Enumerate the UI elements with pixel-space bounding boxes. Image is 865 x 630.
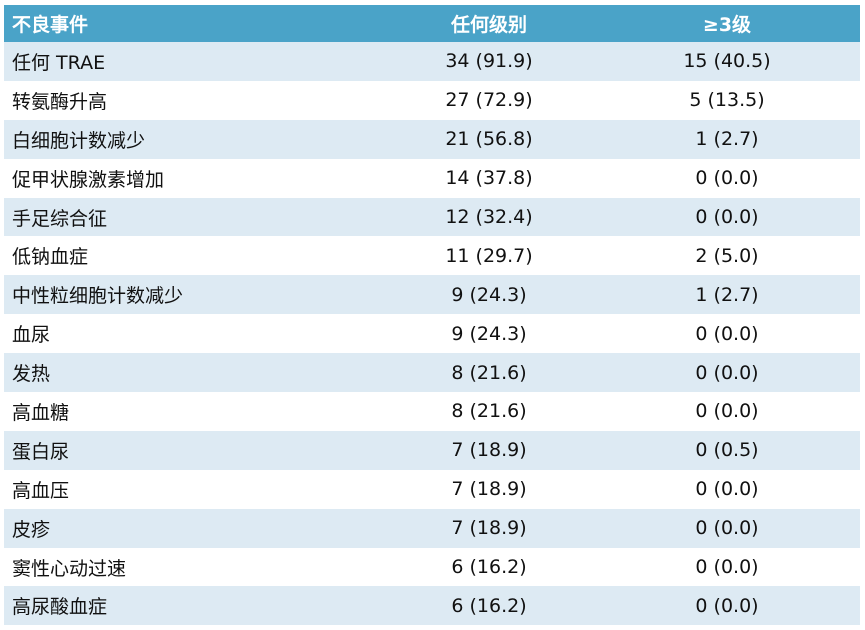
cell-adverse-event: 高血压 — [12, 479, 70, 502]
cell-any-grade: 11 (29.7) — [445, 244, 533, 267]
cell-adverse-event: 低钠血症 — [12, 246, 89, 269]
cell-grade-3-plus: 5 (13.5) — [689, 89, 765, 112]
table-row: 中性粒细胞计数减少 9 (24.3) 1 (2.7) — [4, 275, 860, 315]
table-row: 高血糖 8 (21.6) 0 (0.0) — [4, 392, 860, 431]
table-row: 促甲状腺激素增加 14 (37.8) 0 (0.0) — [4, 158, 860, 198]
cell-any-grade: 8 (21.6) — [451, 361, 527, 384]
cell-any-grade: 27 (72.9) — [445, 89, 533, 112]
table-body: 任何 TRAE 34 (91.9) 15 (40.5) 转氨酶升高 27 (72.9) 5… — [4, 42, 860, 626]
cell-grade-3-plus: 0 (0.5) — [695, 439, 759, 462]
table-header-row: 不良事件 任何级别 ≥3级 — [4, 5, 860, 42]
table-row: 血尿 9 (24.3) 0 (0.0) — [4, 314, 860, 354]
cell-grade-3-plus: 0 (0.0) — [695, 556, 759, 579]
cell-adverse-event: 皮疹 — [12, 518, 51, 541]
cell-adverse-event: 发热 — [12, 363, 51, 386]
cell-grade-3-plus: 0 (0.0) — [695, 361, 759, 384]
cell-grade-3-plus: 0 (0.0) — [695, 167, 759, 190]
table-row: 转氨酶升高 27 (72.9) 5 (13.5) — [4, 80, 860, 120]
cell-any-grade: 9 (24.3) — [451, 283, 527, 306]
cell-grade-3-plus: 0 (0.0) — [695, 517, 759, 540]
cell-adverse-event: 手足综合征 — [12, 207, 108, 230]
table-row: 窦性心动过速 6 (16.2) 0 (0.0) — [4, 547, 860, 587]
table-row: 白细胞计数减少 21 (56.8) 1 (2.7) — [4, 119, 860, 159]
table-row: 手足综合征 12 (32.4) 0 (0.0) — [4, 197, 860, 237]
table-row: 高尿酸血症 6 (16.2) 0 (0.0) — [4, 586, 860, 626]
cell-any-grade: 21 (56.8) — [445, 128, 533, 151]
cell-grade-3-plus: 0 (0.0) — [695, 322, 759, 345]
cell-any-grade: 7 (18.9) — [451, 517, 527, 540]
cell-grade-3-plus: 0 (0.0) — [695, 594, 759, 617]
header-adverse-event: 不良事件 — [12, 14, 89, 36]
table-row: 高血压 7 (18.9) 0 (0.0) — [4, 469, 860, 509]
header-any-grade: 任何级别 — [450, 14, 527, 36]
cell-any-grade: 6 (16.2) — [451, 594, 527, 617]
cell-adverse-event: 中性粒细胞计数减少 — [12, 285, 184, 308]
table-row: 蛋白尿 7 (18.9) 0 (0.5) — [4, 430, 860, 470]
cell-adverse-event: 高尿酸血症 — [12, 596, 108, 619]
cell-adverse-event: 高血糖 — [12, 401, 70, 424]
cell-any-grade: 7 (18.9) — [451, 478, 527, 501]
cell-adverse-event: 促甲状腺激素增加 — [12, 168, 165, 191]
cell-grade-3-plus: 0 (0.0) — [695, 400, 759, 423]
table-row: 任何 TRAE 34 (91.9) 15 (40.5) — [4, 42, 860, 81]
table-row: 发热 8 (21.6) 0 (0.0) — [4, 353, 860, 393]
table-row: 皮疹 7 (18.9) 0 (0.0) — [4, 508, 860, 548]
cell-adverse-event: 窦性心动过速 — [12, 557, 127, 580]
cell-any-grade: 6 (16.2) — [451, 556, 527, 579]
cell-adverse-event: 蛋白尿 — [12, 440, 70, 463]
cell-adverse-event: 任何 TRAE — [12, 51, 106, 74]
cell-grade-3-plus: 0 (0.0) — [695, 478, 759, 501]
cell-any-grade: 34 (91.9) — [445, 50, 533, 73]
cell-adverse-event: 血尿 — [12, 324, 51, 347]
cell-any-grade: 9 (24.3) — [451, 322, 527, 345]
cell-grade-3-plus: 2 (5.0) — [695, 244, 759, 267]
cell-any-grade: 7 (18.9) — [451, 439, 527, 462]
cell-grade-3-plus: 0 (0.0) — [695, 206, 759, 228]
cell-grade-3-plus: 1 (2.7) — [695, 128, 759, 151]
cell-any-grade: 8 (21.6) — [451, 400, 527, 423]
cell-adverse-event: 白细胞计数减少 — [12, 129, 146, 152]
header-grade-3-plus: ≥3级 — [702, 14, 752, 36]
cell-any-grade: 12 (32.4) — [445, 206, 533, 228]
cell-any-grade: 14 (37.8) — [445, 167, 533, 190]
cell-adverse-event: 转氨酶升高 — [12, 90, 108, 113]
table-row: 低钠血症 11 (29.7) 2 (5.0) — [4, 236, 860, 276]
cell-grade-3-plus: 1 (2.7) — [695, 283, 759, 306]
adverse-events-table: 不良事件 任何级别 ≥3级 任何 TRAE 34 (91.9) 15 (40.5) 转… — [4, 5, 860, 626]
cell-grade-3-plus: 15 (40.5) — [683, 50, 771, 73]
